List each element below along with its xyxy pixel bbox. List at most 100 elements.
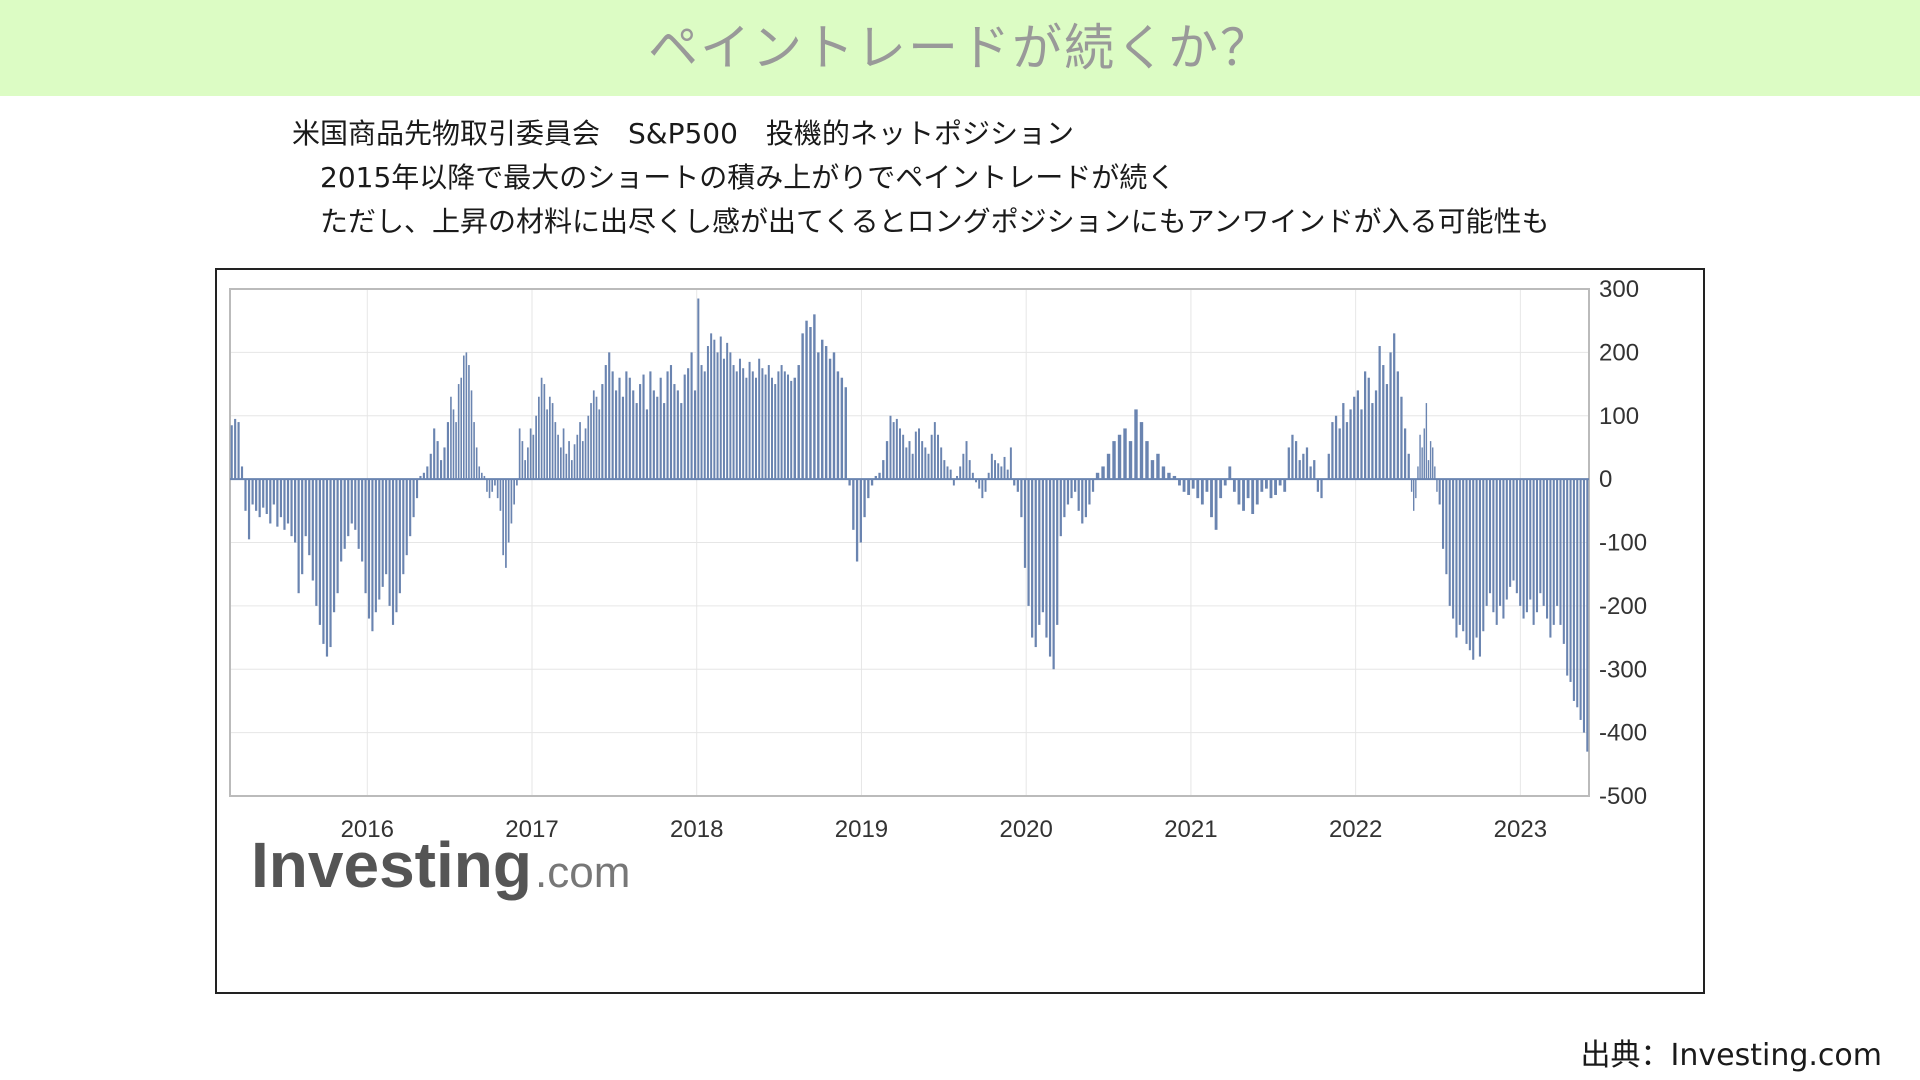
bar xyxy=(937,434,939,480)
bar xyxy=(1475,479,1478,638)
chart-frame: Investing .com 300 200 100 0 -100 -200 -300 -40… xyxy=(215,268,1705,994)
bar xyxy=(1403,428,1407,480)
bar xyxy=(902,434,905,480)
bar xyxy=(240,466,244,480)
bar xyxy=(1178,479,1181,486)
bar xyxy=(885,441,889,480)
bar xyxy=(921,441,924,480)
bar xyxy=(1264,479,1268,489)
bar xyxy=(777,371,780,480)
bar xyxy=(488,479,491,499)
bar xyxy=(751,371,754,480)
bar xyxy=(774,384,777,480)
bar xyxy=(716,352,719,480)
bar xyxy=(608,352,611,480)
bar xyxy=(790,380,793,480)
bar xyxy=(793,377,796,480)
bar xyxy=(852,479,855,530)
bar xyxy=(1020,479,1023,518)
bar xyxy=(1552,479,1555,625)
bar xyxy=(971,472,974,480)
bar xyxy=(568,441,570,480)
bar xyxy=(601,384,604,480)
bar xyxy=(1415,479,1417,499)
bar xyxy=(439,460,443,480)
bar xyxy=(1582,479,1586,733)
bar xyxy=(1356,390,1359,480)
bar xyxy=(666,371,669,480)
bar xyxy=(258,479,261,518)
bar xyxy=(652,390,655,480)
bar xyxy=(1095,472,1100,480)
bar xyxy=(1232,479,1236,492)
bar xyxy=(1167,472,1171,480)
bar xyxy=(1371,403,1374,480)
y-tick-label: -500 xyxy=(1599,783,1647,810)
bar xyxy=(584,428,587,480)
bar xyxy=(639,384,642,480)
bar xyxy=(1283,479,1287,492)
bar xyxy=(817,352,820,480)
bar xyxy=(867,479,870,499)
bar xyxy=(987,472,990,480)
bar xyxy=(1006,469,1009,480)
bar xyxy=(1488,479,1492,594)
bar xyxy=(1413,479,1415,511)
bar xyxy=(1532,479,1535,625)
bar xyxy=(758,358,761,480)
bar xyxy=(761,368,764,480)
bar xyxy=(1187,479,1191,495)
bar xyxy=(592,390,595,480)
bar xyxy=(579,422,581,480)
bar xyxy=(548,396,551,480)
bar xyxy=(780,365,783,480)
bar xyxy=(409,479,412,537)
bar xyxy=(615,390,618,480)
bar xyxy=(247,479,251,540)
bar xyxy=(719,336,722,480)
bar xyxy=(1353,396,1356,480)
y-tick-label: -100 xyxy=(1599,530,1647,557)
bar xyxy=(1492,479,1495,613)
bar xyxy=(1298,460,1301,480)
bar xyxy=(385,479,388,575)
bar xyxy=(1320,479,1323,499)
bar xyxy=(1219,479,1223,499)
bar xyxy=(1436,479,1438,492)
bar xyxy=(1048,479,1052,657)
bar xyxy=(1338,428,1341,480)
bar xyxy=(457,384,460,480)
bar xyxy=(595,396,598,480)
bar xyxy=(656,396,659,480)
bar xyxy=(546,409,548,480)
bar xyxy=(882,460,885,480)
bar xyxy=(994,460,997,480)
bar xyxy=(1465,479,1468,644)
bar xyxy=(1331,422,1334,480)
bar xyxy=(1495,479,1498,625)
bar xyxy=(687,368,690,480)
bar xyxy=(726,342,729,480)
bar xyxy=(863,479,866,518)
x-axis-ticks: 2016 2017 2018 2019 2020 2021 2022 2023 xyxy=(341,816,1547,843)
bar xyxy=(1066,479,1070,505)
bar xyxy=(1505,479,1508,600)
bar xyxy=(1214,479,1218,530)
bar xyxy=(230,425,233,480)
bar xyxy=(465,352,468,480)
bar xyxy=(878,472,881,480)
bar xyxy=(1009,447,1012,480)
bar xyxy=(625,371,628,480)
bar xyxy=(378,479,381,600)
bar xyxy=(415,479,419,499)
bar xyxy=(1038,479,1041,625)
bar xyxy=(1396,371,1399,480)
bar xyxy=(1016,479,1019,492)
bar xyxy=(1572,479,1575,701)
bar xyxy=(272,479,275,505)
bar xyxy=(304,479,307,537)
bar xyxy=(748,361,751,480)
bar xyxy=(1052,479,1055,670)
x-tick-label: 2020 xyxy=(999,816,1052,843)
bar xyxy=(419,475,422,480)
